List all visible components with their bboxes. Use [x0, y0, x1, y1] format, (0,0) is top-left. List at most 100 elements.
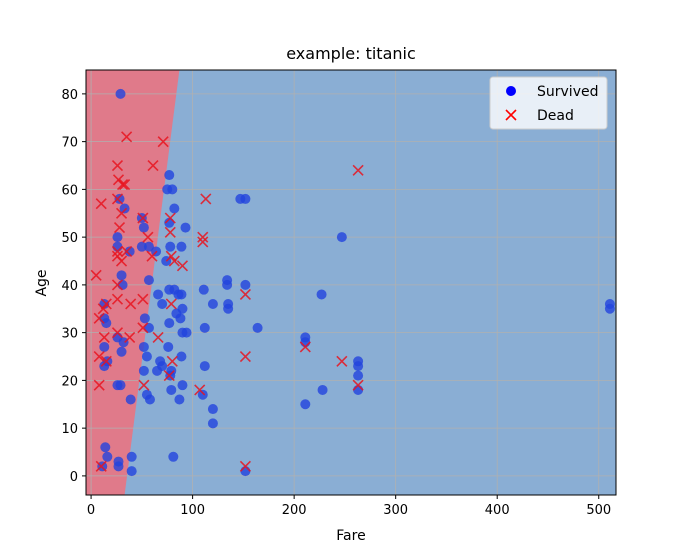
survived-point [164, 318, 175, 329]
survived-point [99, 361, 110, 372]
survived-point [102, 451, 113, 462]
survived-point [199, 361, 210, 372]
survived-point [317, 384, 328, 395]
survived-point [136, 241, 147, 252]
dead-point [113, 222, 126, 234]
dead-point [164, 226, 176, 238]
survived-point [199, 322, 210, 333]
legend-dead-marker [505, 109, 517, 121]
survived-point [114, 193, 125, 204]
survived-point [169, 203, 180, 214]
dead-point [142, 231, 154, 243]
survived-point [353, 361, 364, 372]
survived-point [116, 346, 127, 357]
survived-point [117, 279, 128, 290]
dead-point [147, 159, 159, 172]
dead-point [197, 231, 209, 243]
dead-point [163, 370, 175, 382]
legend: Survived Dead [489, 76, 608, 130]
dead-point [98, 331, 110, 343]
survived-point [222, 279, 233, 290]
dead-point [93, 379, 105, 391]
survived-point [180, 222, 191, 233]
survived-point [116, 270, 127, 281]
dead-point [165, 298, 177, 310]
survived-point [167, 184, 178, 195]
dead-point [95, 460, 107, 472]
survived-point [100, 442, 111, 453]
chart-title: example: titanic [286, 44, 416, 63]
x-tick-label: 500 [586, 503, 611, 518]
y-tick-label: 30 [61, 327, 78, 342]
dead-point [111, 245, 124, 258]
survived-point [177, 303, 188, 314]
survived-point [353, 370, 364, 381]
dead-point [111, 327, 124, 339]
x-tick-label: 0 [87, 503, 95, 518]
survived-point [174, 394, 185, 405]
y-axis-ticks: 0 10 20 30 40 50 60 70 80 [61, 88, 86, 485]
dead-point [137, 322, 149, 334]
survived-point [176, 289, 187, 300]
survived-point [138, 341, 149, 352]
dead-point [152, 331, 164, 343]
dead-point [115, 255, 128, 267]
survived-point [118, 337, 129, 348]
dead-point [93, 312, 105, 324]
y-tick-label: 10 [61, 422, 78, 437]
survived-point [240, 193, 251, 204]
y-tick-label: 60 [61, 183, 78, 198]
dead-point [137, 212, 149, 224]
dead-point [239, 460, 251, 472]
survived-decision-region [86, 70, 616, 495]
survived-point [138, 222, 149, 233]
legend-box [489, 76, 608, 130]
dead-point [157, 136, 169, 148]
dead-point [121, 131, 133, 143]
x-tick-label: 200 [282, 503, 307, 518]
survived-point [125, 394, 136, 405]
survived-point [126, 466, 137, 477]
survived-point [139, 313, 150, 324]
survived-point [197, 389, 208, 400]
dead-point [100, 298, 112, 310]
dead-point [164, 212, 176, 224]
survived-point [176, 241, 187, 252]
survived-point [198, 284, 209, 295]
x-axis-ticks: 0 100 200 300 400 500 [87, 495, 611, 518]
survived-point [113, 461, 124, 472]
x-tick-label: 300 [383, 503, 408, 518]
y-tick-label: 0 [70, 470, 78, 485]
survived-point [101, 318, 112, 329]
survived-point [181, 327, 192, 338]
survived-point [141, 351, 152, 362]
survived-point [207, 404, 218, 415]
survived-point [240, 466, 251, 477]
y-tick-label: 50 [61, 231, 78, 246]
survived-point [300, 399, 311, 410]
dead-point [111, 293, 124, 305]
dead-point [239, 288, 251, 301]
dead-point [197, 236, 209, 248]
dead-point [111, 193, 124, 205]
survived-point [168, 451, 179, 462]
dead-point [299, 341, 311, 353]
survived-point [115, 88, 126, 99]
dead-point [111, 279, 124, 291]
survived-point [300, 337, 311, 348]
survived-point [207, 298, 218, 309]
dead-point [93, 350, 105, 363]
survived-point [353, 384, 364, 395]
survived-point [252, 322, 263, 333]
survived-point [164, 170, 175, 181]
survived-point [604, 298, 615, 309]
survived-point [176, 351, 187, 362]
survived-point [175, 313, 186, 324]
survived-point [166, 384, 177, 395]
survived-point [115, 380, 126, 391]
dead-point [124, 331, 136, 343]
survived-point [165, 241, 176, 252]
dead-point [176, 260, 189, 272]
survived-point [153, 289, 164, 300]
